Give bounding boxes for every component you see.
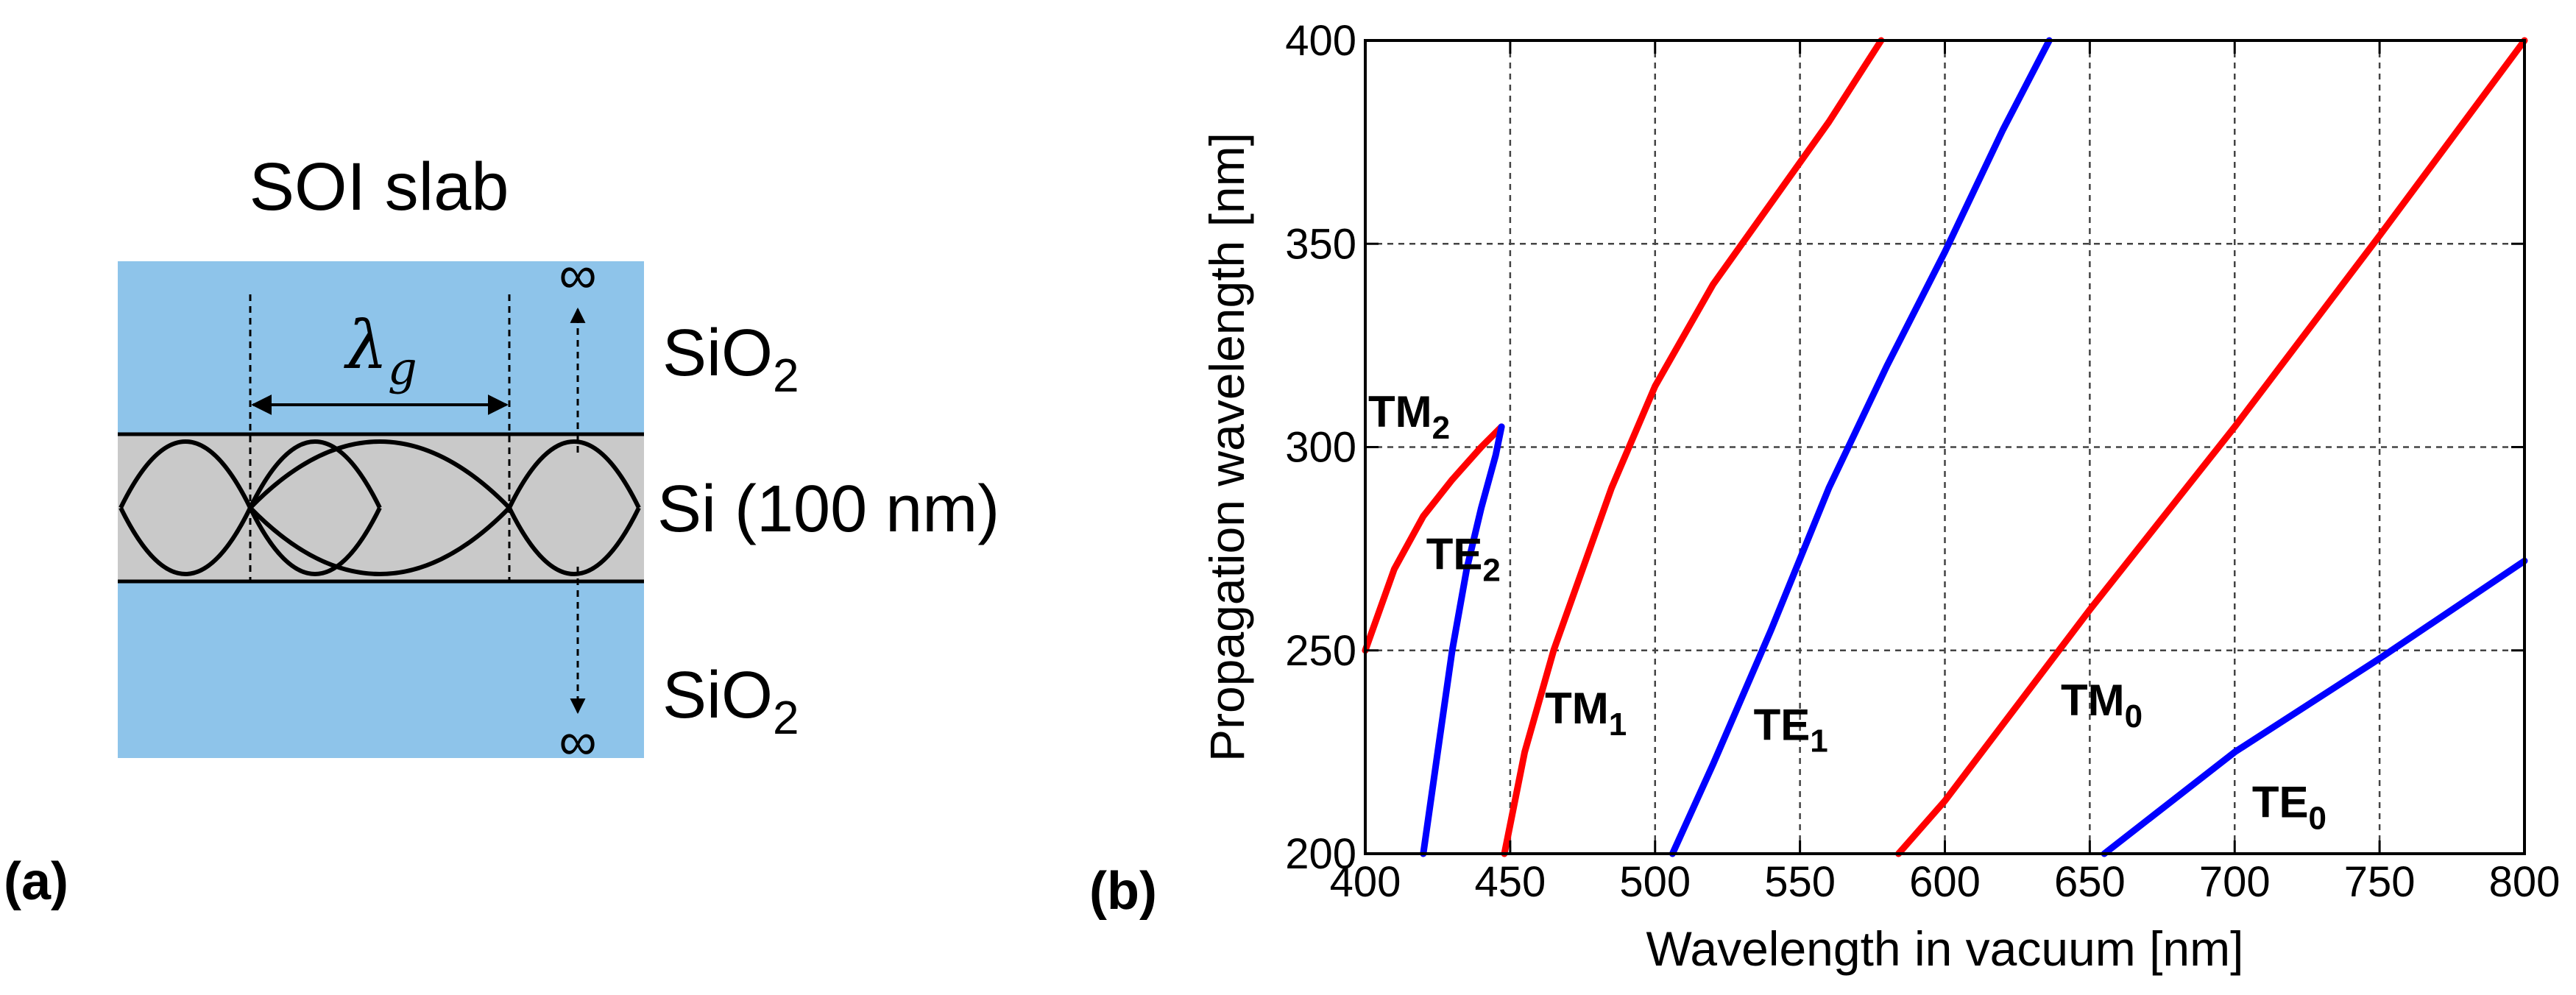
- mode-profile-lower: [118, 503, 641, 576]
- y-tick-label: 350: [1285, 220, 1356, 268]
- x-tick-label: 550: [1764, 858, 1836, 906]
- series-line-te1: [1669, 37, 2053, 857]
- x-tick-label: 700: [2199, 858, 2271, 906]
- x-tick-label: 800: [2489, 858, 2561, 906]
- panel-a-label: (a): [4, 852, 68, 911]
- mode-profile-lower-mid: [248, 506, 382, 576]
- x-tick-label: 450: [1474, 858, 1546, 906]
- series-line-te2: [1420, 423, 1505, 857]
- x-tick-label: 650: [2054, 858, 2126, 906]
- series-line-tm0: [1895, 37, 2528, 857]
- series-label-te1: TE1: [1754, 700, 1828, 759]
- x-tick-label: 750: [2344, 858, 2416, 906]
- bottom-cladding-label: SiO2: [662, 659, 799, 744]
- panel-a: SOI slab λg ∞ ∞ SiO2 Si (100 nm) SiO2: [4, 149, 999, 911]
- infinity-top: ∞: [559, 246, 596, 305]
- x-tick-label: 500: [1619, 858, 1691, 906]
- top-cladding-label: SiO2: [662, 316, 799, 402]
- dispersion-chart: 400 450 500 550 600 650 700 750 800 200 250 300 350 4…: [1200, 17, 2560, 976]
- mode-profile-upper-mid: [248, 439, 382, 509]
- series-label-tm0: TM0: [2061, 676, 2142, 734]
- series-label-tm2: TM2: [1368, 387, 1450, 446]
- y-tick-label: 250: [1285, 627, 1356, 675]
- bottom-cladding: [118, 581, 644, 758]
- mode-profile: [118, 439, 641, 576]
- series-label-tm1: TM1: [1545, 684, 1627, 743]
- x-tick-label: 400: [1330, 858, 1401, 906]
- infinity-bottom: ∞: [559, 712, 596, 771]
- si-core: [118, 434, 644, 581]
- core-label: Si (100 nm): [657, 472, 999, 546]
- series-line-tm2: [1362, 423, 1505, 654]
- mode-profile-upper: [118, 439, 641, 512]
- x-tick-label: 600: [1909, 858, 1981, 906]
- series-label-te0: TE0: [2252, 777, 2326, 836]
- series-label-te2: TE2: [1426, 529, 1501, 588]
- x-axis-label: Wavelength in vacuum [nm]: [1646, 921, 2244, 976]
- series-line-tm1: [1501, 37, 1885, 857]
- series-line-te0: [2101, 557, 2528, 857]
- panel-a-title-text: SOI slab: [250, 149, 509, 224]
- panel-a-title: SOI slab: [250, 149, 509, 224]
- panel-b-label: (b): [1089, 862, 1157, 921]
- y-tick-label: 300: [1285, 424, 1356, 472]
- y-tick-label: 400: [1285, 17, 1356, 65]
- y-tick-label: 200: [1285, 830, 1356, 878]
- y-axis-label: Propagation wavelength [nm]: [1200, 132, 1254, 762]
- panel-b: (b) 400 450 500 550 600 650 700 750 800 200 250 300…: [1089, 17, 2560, 976]
- guided-wavelength-symbol: λg: [344, 307, 417, 395]
